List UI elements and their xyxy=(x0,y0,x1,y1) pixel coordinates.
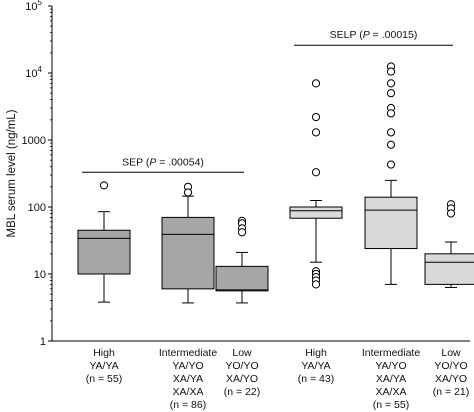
category-label-line: XA/XA xyxy=(173,386,204,398)
outlier-point xyxy=(386,160,396,169)
box-iqr xyxy=(77,229,131,275)
outlier-point xyxy=(386,79,396,88)
category-label-line: YA/YA xyxy=(301,360,330,372)
y-tick-label: 105 xyxy=(25,0,42,13)
y-tick-label: 100 xyxy=(28,202,46,214)
category-label-line: (n = 22) xyxy=(224,386,260,398)
box-iqr xyxy=(161,216,215,290)
outlier-point xyxy=(237,228,247,237)
box-iqr xyxy=(215,265,269,292)
significance-label-sep: SEP (P = .00054) xyxy=(122,156,204,168)
box-group-3 xyxy=(215,216,269,304)
y-axis-label: MBL serum level (ng/mL) xyxy=(6,109,18,237)
outlier-point xyxy=(311,168,321,177)
outlier-point xyxy=(386,109,396,118)
category-label-line: XA/YA xyxy=(173,373,203,385)
category-label-line: (n = 55) xyxy=(373,399,409,411)
annotations: SEP (P = .00054) SELP (P = .00015) xyxy=(82,29,453,173)
boxes xyxy=(77,62,474,304)
category-label-line: YA/YA xyxy=(89,360,118,372)
category-label-line: XA/XA xyxy=(376,386,407,398)
category-label-line: High xyxy=(305,347,327,359)
outlier-point xyxy=(386,67,396,76)
category-label-line: (n = 21) xyxy=(433,386,469,398)
box-group-5 xyxy=(364,62,418,285)
outlier-point xyxy=(386,140,396,149)
category-label-line: Intermediate xyxy=(362,347,421,359)
box-iqr xyxy=(289,206,343,219)
outlier-point xyxy=(99,181,109,190)
category-label-line: Intermediate xyxy=(159,347,218,359)
box-group-6 xyxy=(424,200,474,288)
outlier-point xyxy=(183,188,193,197)
category-label-line: XA/YO xyxy=(226,373,258,385)
outlier-point xyxy=(311,112,321,122)
box-group-4 xyxy=(289,79,343,289)
category-label-line: Low xyxy=(232,347,252,359)
outlier-point xyxy=(446,209,456,218)
category-label-line: YA/YO xyxy=(375,360,406,372)
outlier-point xyxy=(386,89,396,98)
y-tick-label: 1 xyxy=(40,336,46,348)
box-group-1 xyxy=(77,181,131,303)
category-label-line: Low xyxy=(441,347,461,359)
category-label-line: (n = 55) xyxy=(86,373,122,385)
category-label-line: YA/YO xyxy=(172,360,203,372)
box-iqr xyxy=(364,196,418,250)
outlier-point xyxy=(311,280,321,289)
y-tick-label: 10 xyxy=(34,269,46,281)
y-tick-label: 1000 xyxy=(22,135,46,147)
box-group-2 xyxy=(161,182,215,304)
category-label-line: (n = 43) xyxy=(298,373,334,385)
significance-label-selp: SELP (P = .00015) xyxy=(330,29,418,41)
category-label-line: High xyxy=(93,347,115,359)
category-label-line: XA/YA xyxy=(376,373,406,385)
category-label-line: (n = 86) xyxy=(170,399,206,411)
y-tick-label: 104 xyxy=(25,65,42,80)
box-iqr xyxy=(424,253,474,285)
y-axis: 1 10 100 1000 104 105 MBL serum level (ng/mL) xyxy=(6,0,470,348)
category-label-line: YO/YO xyxy=(225,360,258,372)
outlier-point xyxy=(386,128,396,137)
category-label-line: XA/YO xyxy=(435,373,467,385)
outlier-point xyxy=(311,79,321,88)
outlier-point xyxy=(311,128,321,137)
category-label-line: YO/YO xyxy=(434,360,467,372)
